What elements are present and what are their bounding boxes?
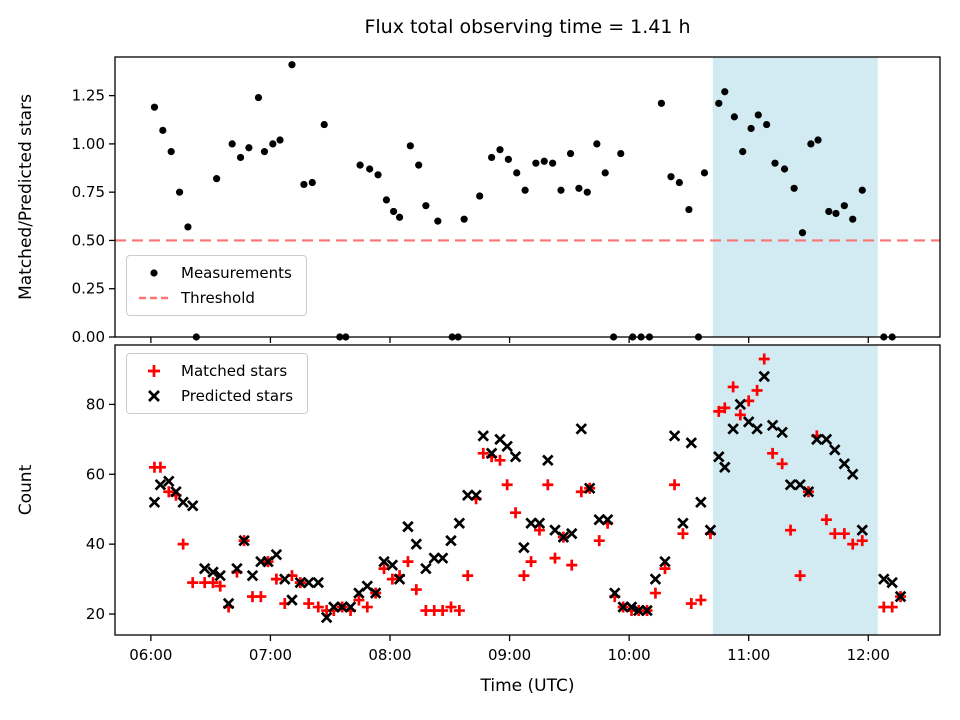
dot-marker-icon: [150, 269, 158, 277]
legend-label: Measurements: [181, 264, 292, 282]
svg-text:1.25: 1.25: [72, 87, 105, 105]
bottom-legend: Matched stars Predicted stars: [126, 353, 309, 414]
svg-text:10:00: 10:00: [608, 646, 651, 664]
x-axis-label: Time (UTC): [480, 676, 575, 696]
legend-label: Threshold: [181, 289, 255, 307]
legend-label: Predicted stars: [181, 387, 294, 405]
svg-text:60: 60: [86, 465, 105, 483]
svg-text:11:00: 11:00: [727, 646, 770, 664]
svg-text:09:00: 09:00: [488, 646, 531, 664]
svg-text:06:00: 06:00: [129, 646, 172, 664]
svg-text:80: 80: [86, 395, 105, 413]
svg-text:20: 20: [86, 605, 105, 623]
svg-text:07:00: 07:00: [249, 646, 292, 664]
svg-text:0.75: 0.75: [72, 183, 105, 201]
svg-text:08:00: 08:00: [368, 646, 411, 664]
svg-text:0.50: 0.50: [72, 231, 105, 249]
svg-text:12:00: 12:00: [847, 646, 890, 664]
legend-item-measurements: Measurements: [137, 263, 292, 283]
plus-marker-icon: [148, 365, 160, 377]
top-legend: Measurements Threshold: [126, 255, 307, 316]
dashed-line-icon: [139, 296, 169, 300]
svg-text:1.00: 1.00: [72, 135, 105, 153]
legend-item-predicted-stars: Predicted stars: [137, 386, 293, 406]
svg-text:0.25: 0.25: [72, 280, 105, 298]
svg-text:0.00: 0.00: [72, 328, 105, 346]
legend-item-threshold: Threshold: [137, 288, 292, 308]
x-marker-icon: [148, 390, 160, 402]
legend-label: Matched stars: [181, 362, 288, 380]
svg-text:40: 40: [86, 535, 105, 553]
chart-title: Flux total observing time = 1.41 h: [364, 16, 691, 38]
legend-item-matched-stars: Matched stars: [137, 361, 293, 381]
